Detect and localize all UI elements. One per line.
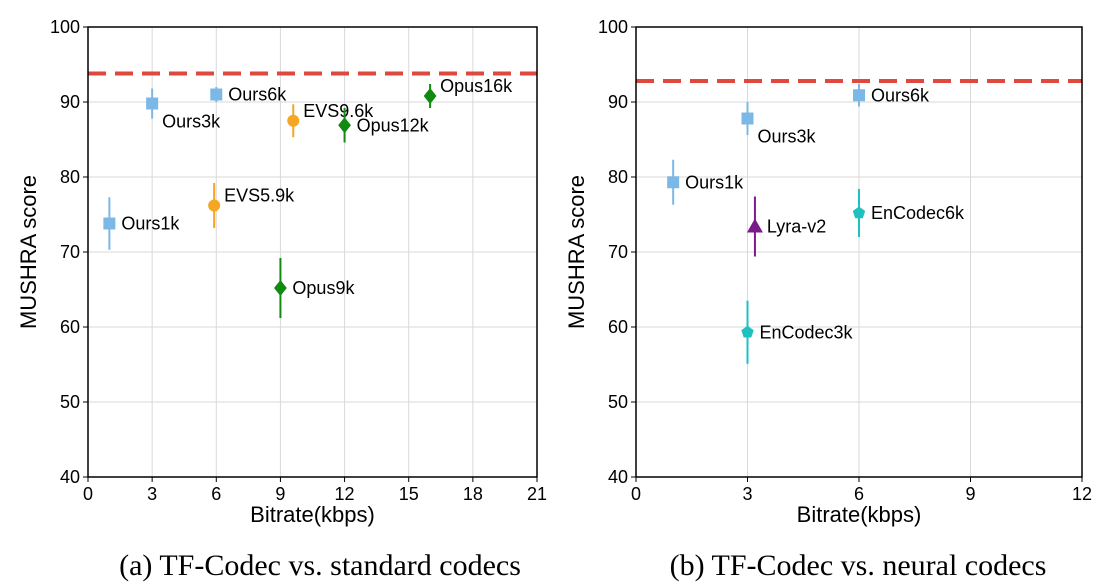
- x-tick-label: 21: [527, 484, 547, 504]
- point-label: Lyra-v2: [767, 217, 826, 237]
- data-point-opus9k: Opus9k: [274, 258, 355, 318]
- data-point-opus16k: Opus16k: [423, 76, 513, 108]
- data-point-evs5-9k: EVS5.9k: [208, 183, 295, 228]
- x-axis-label: Bitrate(kbps): [797, 502, 922, 527]
- y-tick-label: 40: [60, 467, 80, 487]
- x-tick-label: 15: [399, 484, 419, 504]
- y-tick-label: 40: [608, 467, 628, 487]
- x-tick-label: 12: [1072, 484, 1092, 504]
- x-tick-label: 6: [854, 484, 864, 504]
- point-label: Ours3k: [758, 127, 817, 147]
- circle-marker: [208, 199, 221, 212]
- y-tick-label: 60: [608, 317, 628, 337]
- y-tick-label: 60: [60, 317, 80, 337]
- panel-caption: (a) TF-Codec vs. standard codecs: [119, 549, 521, 582]
- point-label: Opus9k: [292, 278, 355, 298]
- data-point-evs9-6k: EVS9.6k: [287, 101, 374, 138]
- y-tick-label: 70: [608, 242, 628, 262]
- x-tick-label: 0: [83, 484, 93, 504]
- x-tick-label: 9: [275, 484, 285, 504]
- y-tick-label: 70: [60, 242, 80, 262]
- data-point-lyra-v2: Lyra-v2: [746, 196, 826, 257]
- square-marker: [667, 176, 680, 189]
- data-point-ours6k: Ours6k: [210, 85, 287, 105]
- y-axis-label: MUSHRA score: [16, 175, 41, 329]
- data-point-encodec3k: EnCodec3k: [741, 300, 854, 364]
- data-point-ours1k: Ours1k: [103, 197, 180, 250]
- x-axis-label: Bitrate(kbps): [250, 502, 375, 527]
- panel-b: 0 3 6 9 12 40 50 60 70 80 90 100 Bitrate(kbps) MUSHRA…: [564, 17, 1092, 582]
- point-label: Ours1k: [121, 214, 180, 234]
- data-point-ours6k: Ours6k: [853, 84, 930, 107]
- x-tick-label: 0: [631, 484, 641, 504]
- square-marker: [210, 88, 223, 101]
- x-tick-label: 6: [211, 484, 221, 504]
- square-marker: [146, 97, 159, 110]
- point-label: Opus16k: [440, 76, 513, 96]
- y-tick-label: 90: [60, 92, 80, 112]
- x-tick-label: 9: [965, 484, 975, 504]
- y-tick-label: 80: [608, 167, 628, 187]
- point-label: Ours1k: [685, 172, 744, 192]
- data-point-ours1k: Ours1k: [667, 159, 744, 205]
- y-tick-label: 50: [60, 392, 80, 412]
- y-tick-label: 100: [50, 17, 80, 37]
- point-label: EVS9.6k: [303, 101, 374, 121]
- circle-marker: [287, 114, 300, 127]
- point-label: Opus12k: [357, 115, 430, 135]
- point-label: EVS5.9k: [224, 186, 295, 206]
- diamond-marker: [274, 280, 287, 296]
- point-label: EnCodec3k: [760, 322, 854, 342]
- x-tick-label: 18: [463, 484, 483, 504]
- triangle-marker: [746, 218, 763, 233]
- diamond-marker: [338, 117, 351, 134]
- point-label: EnCodec6k: [871, 203, 965, 223]
- y-tick-label: 90: [608, 92, 628, 112]
- x-tick-label: 3: [742, 484, 752, 504]
- panel-a: 0 3 6 9 12 15 18 21 40 50 60 70 80 90 100 Bitrate(kbps)…: [16, 17, 547, 582]
- data-point-ours3k: Ours3k: [146, 88, 221, 132]
- square-marker: [741, 112, 754, 125]
- x-tick-label: 12: [335, 484, 355, 504]
- diamond-marker: [423, 88, 437, 104]
- y-axis-label: MUSHRA score: [564, 175, 589, 329]
- square-marker: [853, 89, 865, 102]
- data-point-opus12k: Opus12k: [338, 108, 430, 143]
- y-tick-label: 50: [608, 392, 628, 412]
- data-point-ours3k: Ours3k: [741, 102, 817, 147]
- panel-caption: (b) TF-Codec vs. neural codecs: [670, 549, 1047, 582]
- point-label: Ours3k: [162, 112, 221, 132]
- pentagon-marker: [852, 206, 866, 219]
- pentagon-marker: [741, 325, 754, 338]
- point-label: Ours6k: [228, 85, 287, 105]
- data-point-encodec6k: EnCodec6k: [852, 189, 965, 237]
- square-marker: [103, 217, 116, 230]
- y-tick-label: 80: [60, 167, 80, 187]
- x-tick-label: 3: [147, 484, 157, 504]
- y-tick-label: 100: [598, 17, 628, 37]
- point-label: Ours6k: [871, 85, 930, 105]
